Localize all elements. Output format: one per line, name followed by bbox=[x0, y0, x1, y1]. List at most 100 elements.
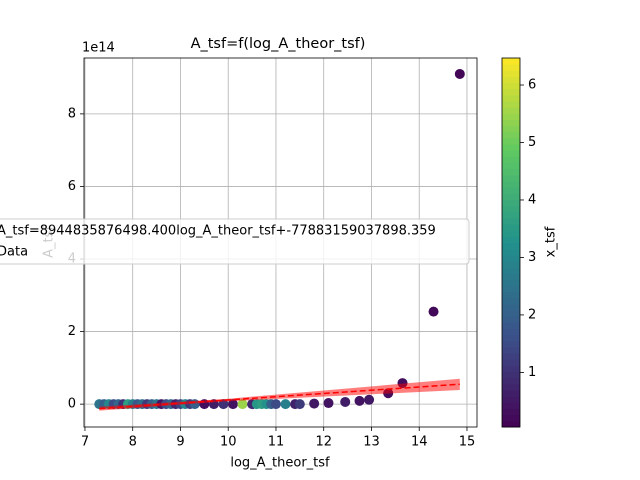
legend-label: Data bbox=[0, 245, 28, 260]
data-point bbox=[280, 399, 291, 410]
colorbar-tick-label: 3 bbox=[528, 250, 536, 265]
colorbar-segment bbox=[502, 113, 520, 120]
data-point bbox=[227, 399, 238, 410]
colorbar-frame bbox=[501, 57, 521, 428]
colorbar-segment bbox=[502, 125, 520, 133]
colorbar-segment bbox=[502, 260, 520, 268]
colorbar-segment bbox=[502, 150, 520, 157]
colorbar-segment bbox=[502, 297, 520, 305]
colorbar-segment bbox=[502, 168, 520, 176]
data-point bbox=[270, 399, 281, 410]
fit-line bbox=[99, 383, 460, 410]
colorbar-tick-label: 5 bbox=[528, 135, 536, 150]
legend-label: A_tsf=8944835876498.400log_A_theor_tsf+-… bbox=[0, 224, 436, 239]
x-tick-label: 15 bbox=[459, 435, 476, 450]
colorbar-segment bbox=[502, 402, 520, 410]
colorbar-segment bbox=[502, 285, 520, 293]
colorbar-segment bbox=[502, 94, 520, 102]
colorbar-segment bbox=[502, 347, 520, 354]
colorbar-tick-label: 1 bbox=[528, 365, 536, 380]
colorbar-segment bbox=[502, 236, 520, 243]
data-point bbox=[354, 395, 365, 406]
x-tick-label: 10 bbox=[220, 435, 237, 450]
colorbar-tick-label: 2 bbox=[528, 307, 536, 322]
x-axis-label: log_A_theor_tsf bbox=[230, 456, 330, 471]
colorbar-segment bbox=[502, 76, 520, 84]
colorbar-segment bbox=[502, 322, 520, 330]
data-point bbox=[323, 398, 334, 409]
colorbar-label: x_tsf bbox=[544, 226, 559, 257]
data-point bbox=[428, 306, 439, 317]
colorbar-segment bbox=[502, 359, 520, 366]
colorbar-segment bbox=[502, 181, 520, 188]
colorbar-segment bbox=[502, 242, 520, 250]
colorbar-segment bbox=[502, 396, 520, 403]
colorbar-segment bbox=[502, 174, 520, 182]
colorbar-segment bbox=[502, 137, 520, 145]
x-tick-label: 13 bbox=[363, 435, 380, 450]
colorbar-segment bbox=[502, 383, 520, 391]
x-tick-label: 14 bbox=[411, 435, 428, 450]
colorbar-segment bbox=[502, 273, 520, 280]
y-tick-label: 0 bbox=[68, 397, 76, 412]
colorbar-segment bbox=[502, 353, 520, 360]
y-offset-text: 1e14 bbox=[82, 41, 115, 56]
y-tick-label: 8 bbox=[68, 106, 76, 121]
chart-title: A_tsf=f(log_A_theor_tsf) bbox=[191, 36, 366, 52]
colorbar-segment bbox=[502, 316, 520, 323]
colorbar-segment bbox=[502, 205, 520, 213]
colorbar-segment bbox=[502, 144, 520, 151]
x-tick-label: 11 bbox=[268, 435, 285, 450]
colorbar-segment bbox=[502, 328, 520, 336]
colorbar-segment bbox=[502, 58, 520, 65]
colorbar-segment bbox=[502, 211, 520, 219]
colorbar-segment bbox=[502, 156, 520, 164]
colorbar-segment bbox=[502, 371, 520, 379]
data-point bbox=[237, 399, 248, 410]
colorbar-segment bbox=[502, 64, 520, 71]
colorbar-segment bbox=[502, 107, 520, 114]
colorbar-segment bbox=[502, 70, 520, 77]
colorbar-segment bbox=[502, 420, 520, 428]
colorbar-tick-label: 4 bbox=[528, 192, 536, 207]
colorbar-segment bbox=[502, 408, 520, 416]
colorbar-segment bbox=[502, 224, 520, 231]
colorbar-segment bbox=[502, 230, 520, 237]
colorbar-segment bbox=[502, 310, 520, 317]
colorbar-segment bbox=[502, 377, 520, 385]
colorbar-segment bbox=[502, 199, 520, 207]
colorbar-segment bbox=[502, 82, 520, 90]
data-point bbox=[454, 68, 465, 79]
colorbar-segment bbox=[502, 365, 520, 373]
colorbar-segment bbox=[502, 162, 520, 170]
colorbar-segment bbox=[502, 187, 520, 194]
y-tick-label: 2 bbox=[68, 324, 76, 339]
colorbar-tick-label: 6 bbox=[528, 78, 536, 93]
data-point bbox=[340, 396, 351, 407]
colorbar-segment bbox=[502, 131, 520, 139]
colorbar-segment bbox=[502, 217, 520, 225]
colorbar-segment bbox=[502, 267, 520, 274]
colorbar-segment bbox=[502, 88, 520, 96]
data-point bbox=[294, 399, 305, 410]
colorbar-segment bbox=[502, 248, 520, 256]
y-tick-label: 6 bbox=[68, 179, 76, 194]
colorbar-segment bbox=[502, 279, 520, 287]
x-tick-label: 9 bbox=[176, 435, 184, 450]
colorbar-segment bbox=[502, 254, 520, 262]
colorbar-segment bbox=[502, 390, 520, 397]
colorbar-segment bbox=[502, 101, 520, 108]
colorbar-segment bbox=[502, 291, 520, 299]
colorbar-segment bbox=[502, 119, 520, 127]
data-point bbox=[309, 398, 320, 409]
colorbar-segment bbox=[502, 340, 520, 348]
x-tick-label: 7 bbox=[81, 435, 89, 450]
colorbar-segment bbox=[502, 304, 520, 311]
data-point bbox=[364, 394, 375, 405]
x-tick-label: 8 bbox=[129, 435, 137, 450]
legend-box bbox=[0, 218, 470, 265]
x-tick-label: 12 bbox=[315, 435, 332, 450]
colorbar-segment bbox=[502, 193, 520, 200]
colorbar-segment bbox=[502, 334, 520, 342]
